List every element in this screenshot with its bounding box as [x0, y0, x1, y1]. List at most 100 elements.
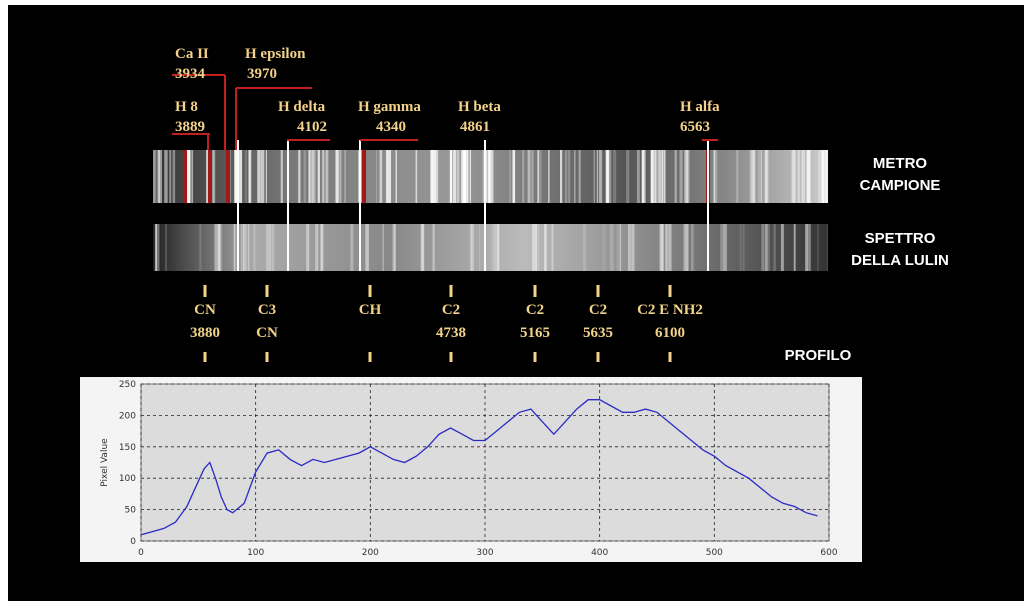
emission-line [652, 150, 654, 203]
emission-line [191, 150, 193, 203]
emission-line [798, 150, 800, 203]
label: CH [359, 302, 382, 318]
emission-line [668, 224, 671, 271]
emission-line [685, 224, 688, 271]
emission-line [457, 150, 459, 203]
emission-line [626, 150, 629, 203]
emission-line [153, 150, 155, 203]
emission-line [620, 224, 621, 271]
x-tick-label: 200 [362, 548, 379, 558]
emission-line [491, 224, 494, 271]
label: 3970 [247, 66, 277, 82]
emission-line [548, 150, 549, 203]
band-tick [369, 285, 372, 297]
label: DELLA LULIN [851, 252, 949, 269]
label: C2 [589, 302, 607, 318]
emission-line [376, 150, 377, 203]
label: 3880 [190, 325, 220, 341]
emission-line [761, 224, 764, 271]
emission-line [416, 150, 418, 203]
emission-line [713, 150, 715, 203]
emission-line [599, 150, 601, 203]
emission-line [173, 150, 176, 203]
emission-line [544, 224, 546, 271]
emission-line [610, 224, 614, 271]
emission-line [793, 150, 796, 203]
emission-line [693, 224, 694, 271]
emission-line [306, 224, 309, 271]
emission-line [243, 224, 246, 271]
emission-line [422, 224, 424, 271]
emission-line [433, 224, 435, 271]
emission-line [266, 224, 268, 271]
label: CAMPIONE [860, 177, 941, 194]
emission-line [155, 224, 157, 271]
emission-line [602, 224, 605, 271]
emission-line [637, 150, 640, 203]
emission-line [560, 150, 562, 203]
emission-line [319, 150, 320, 203]
emission-line [261, 150, 265, 203]
emission-line [827, 224, 828, 271]
emission-line [644, 150, 645, 203]
emission-line [318, 150, 319, 203]
x-tick-label: 400 [591, 548, 608, 558]
emission-line [382, 224, 383, 271]
emission-line [317, 224, 318, 271]
emission-line [155, 150, 158, 203]
label: H alfa [680, 99, 720, 115]
x-tick-label: 600 [820, 548, 837, 558]
emission-line [310, 150, 313, 203]
band-tick [669, 352, 672, 362]
y-tick-label: 50 [125, 506, 137, 516]
emission-line [686, 150, 689, 203]
label: 4861 [460, 119, 490, 135]
emission-line [219, 224, 222, 271]
emission-line [794, 224, 795, 271]
emission-line [817, 224, 819, 271]
x-tick-label: 0 [138, 548, 144, 558]
band-tick [450, 285, 453, 297]
emission-line [339, 150, 341, 203]
emission-line [655, 150, 658, 203]
label: 6100 [655, 325, 685, 341]
emission-line [494, 224, 497, 271]
band-tick [534, 285, 537, 297]
emission-line [809, 224, 810, 271]
emission-line [781, 224, 784, 271]
emission-line [574, 150, 575, 203]
emission-line [753, 150, 755, 203]
band-tick [450, 352, 453, 362]
emission-line [308, 150, 310, 203]
emission-line [471, 224, 474, 271]
emission-line [488, 150, 490, 203]
y-tick-label: 250 [119, 380, 136, 390]
emission-line [822, 150, 825, 203]
emission-line [802, 150, 805, 203]
label: 3889 [175, 119, 205, 135]
band-tick [204, 285, 207, 297]
emission-line [213, 150, 215, 203]
emission-line [322, 224, 324, 271]
emission-line [512, 150, 515, 203]
emission-line [538, 150, 542, 203]
label: 5635 [583, 325, 613, 341]
emission-line [761, 150, 762, 203]
emission-line [537, 224, 539, 271]
band-tick [266, 352, 269, 362]
emission-line [272, 224, 273, 271]
label: Ca II [175, 46, 209, 62]
figure: Ca II3934H epsilon3970H 83889H delta4102… [0, 0, 1032, 604]
emission-line [664, 150, 665, 203]
emission-line [758, 150, 760, 203]
emission-line [350, 224, 353, 271]
emission-line [239, 150, 242, 203]
emission-line [568, 150, 571, 203]
emission-line [818, 150, 820, 203]
label: H delta [278, 99, 326, 115]
label: C3 [258, 302, 276, 318]
absorption-line [362, 150, 366, 203]
emission-line [683, 224, 685, 271]
emission-line [497, 224, 499, 271]
emission-line [199, 224, 201, 271]
